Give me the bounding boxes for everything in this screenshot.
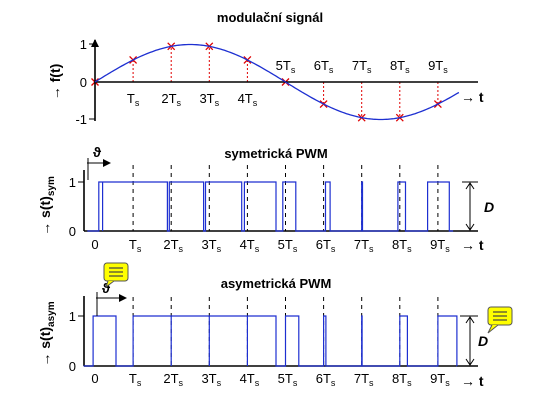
symmetric-grid [132, 165, 439, 231]
time-tick-label: 9Ts [430, 237, 450, 254]
time-tick-label: 7Ts [354, 371, 374, 388]
time-tick-label: 6Ts [316, 237, 336, 254]
asymmetric-pwm-signal [83, 315, 458, 367]
modulation-title: modulační signál [217, 10, 323, 25]
time-tick-label: 9Ts [430, 371, 450, 388]
y-label-0: 0 [80, 75, 87, 90]
note-icon[interactable] [103, 262, 129, 289]
modulation-panel: modulační signál 1 0 -1 → f(t) → t Ts 2Ts… [47, 10, 484, 127]
symmetric-panel: symetrická PWM 1 0 → s(t)sym → t ϑ D 0 Ts… [37, 144, 494, 254]
time-tick-label: 2Ts [163, 371, 183, 388]
time-tick-label: 3Ts [199, 91, 219, 108]
svg-text:→ s(t)sym: → s(t)sym [37, 176, 57, 236]
asymmetric-title: asymetrická PWM [221, 276, 332, 291]
modulation-x-axis-label: → t [461, 89, 484, 105]
asymmetric-x-axis-label: → t [461, 373, 484, 389]
time-tick-label: Ts [127, 91, 140, 108]
modulation-time-ticks: Ts 2Ts 3Ts 4Ts 5Ts 6Ts 7Ts 8Ts 9Ts [127, 58, 448, 108]
symmetric-depth-marker: D [462, 181, 494, 232]
sym-y-label-1: 1 [69, 175, 76, 190]
time-tick-label: 4Ts [238, 91, 258, 108]
time-tick-label: 2Ts [163, 237, 183, 254]
symmetric-title: symetrická PWM [224, 146, 327, 161]
asymmetric-theta-label: ϑ [102, 280, 111, 296]
time-tick-label: 6Ts [314, 58, 334, 75]
modulation-y-axis-label: → f(t) [47, 64, 63, 101]
asym-y-label-0: 0 [69, 359, 76, 374]
time-tick-label: 8Ts [392, 371, 412, 388]
asymmetric-y-axis-label: → s(t)asym [37, 301, 57, 366]
time-tick-label: 8Ts [390, 58, 410, 75]
time-tick-label: 7Ts [354, 237, 374, 254]
sym-y-label-0: 0 [69, 224, 76, 239]
asymmetric-time-ticks: 0 Ts 2Ts 3Ts 4Ts 5Ts 6Ts 7Ts 8Ts 9Ts [91, 371, 450, 388]
y-label-minus-1: -1 [75, 112, 87, 127]
time-tick-label: 0 [91, 371, 98, 386]
symmetric-pwm-signal [87, 181, 454, 232]
time-tick-label: 5Ts [278, 237, 298, 254]
time-tick-label: 4Ts [240, 371, 260, 388]
time-tick-label: 8Ts [392, 237, 412, 254]
asym-y-label-1: 1 [69, 309, 76, 324]
note-icon[interactable] [487, 306, 513, 334]
time-tick-label: 5Ts [276, 58, 296, 75]
symmetric-theta-marker: ϑ [87, 144, 111, 180]
svg-text:→ s(t)asym: → s(t)asym [37, 301, 57, 366]
symmetric-theta-label: ϑ [93, 144, 102, 160]
time-tick-label: 3Ts [201, 371, 221, 388]
time-tick-label: 9Ts [428, 58, 448, 75]
time-tick-label: 2Ts [161, 91, 181, 108]
time-tick-label: Ts [129, 237, 142, 254]
time-tick-label: 6Ts [316, 371, 336, 388]
asymmetric-theta-marker: ϑ [96, 280, 127, 316]
time-tick-label: 0 [91, 237, 98, 252]
time-tick-label: 5Ts [278, 371, 298, 388]
time-tick-label: Ts [129, 371, 142, 388]
asymmetric-panel: asymetrická PWM 1 0 → s(t)asym → t ϑ D 0… [37, 276, 488, 389]
symmetric-x-axis-label: → t [461, 237, 484, 253]
symmetric-depth-label: D [484, 199, 494, 215]
asymmetric-depth-label: D [478, 333, 488, 349]
symmetric-y-axis-label: → s(t)sym [37, 176, 57, 236]
time-tick-label: 3Ts [201, 237, 221, 254]
modulation-signal-curve [94, 43, 460, 121]
time-tick-label: 4Ts [240, 237, 260, 254]
asymmetric-depth-marker: D [460, 315, 488, 367]
y-label-1: 1 [80, 37, 87, 52]
time-tick-label: 7Ts [352, 58, 372, 75]
symmetric-time-ticks: 0 Ts 2Ts 3Ts 4Ts 5Ts 6Ts 7Ts 8Ts 9Ts [91, 237, 450, 254]
